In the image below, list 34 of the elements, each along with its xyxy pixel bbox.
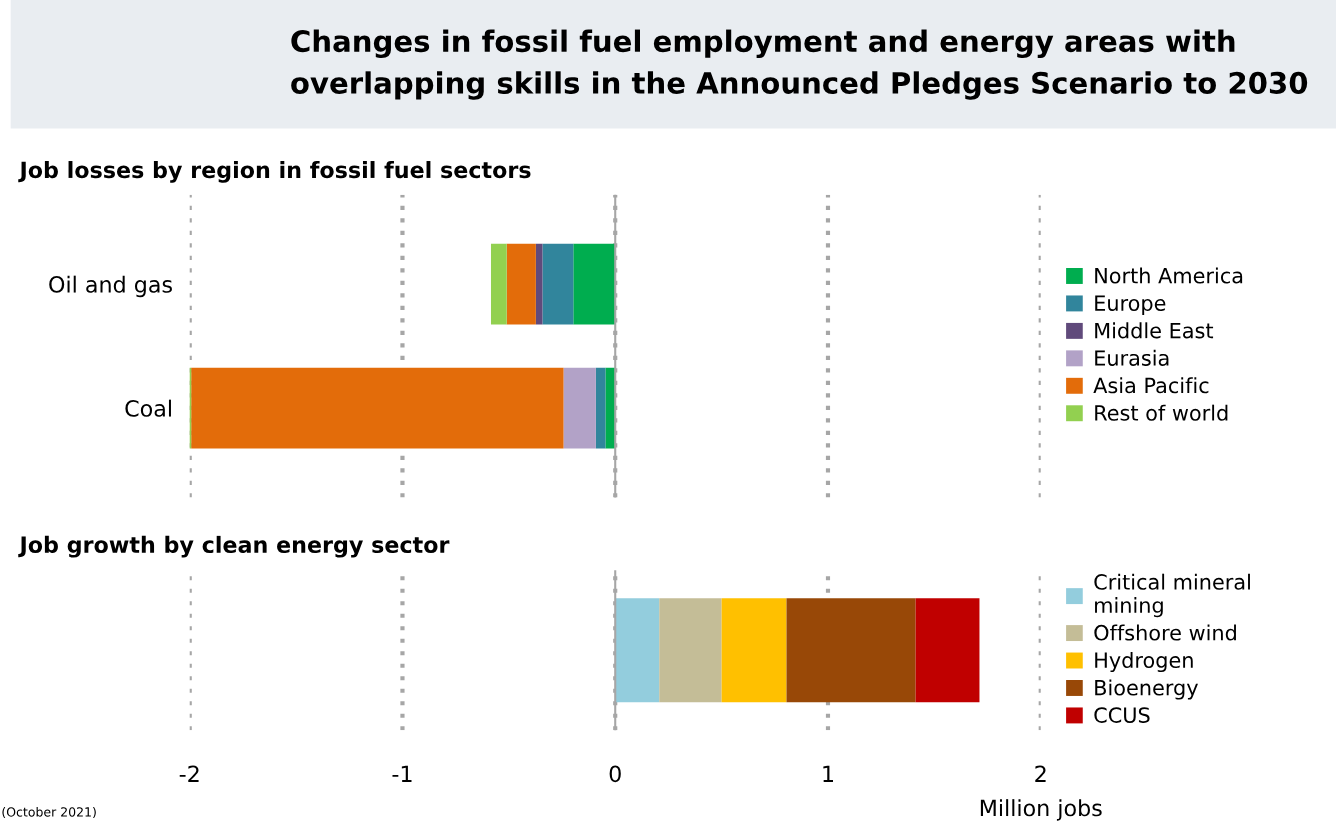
bar [563,367,596,449]
bar [659,598,722,703]
bar [506,243,536,325]
bar [573,243,616,325]
legend-label: North America [1095,267,1243,284]
legend-label: Critical mineral mining [1094,573,1250,618]
x-axis-title: Million jobs [980,799,1102,821]
legend-label: Europe [1095,295,1166,316]
x-tick-label: -1 [392,765,412,782]
bar [490,243,507,325]
text: (October 2021) [2,806,96,819]
y-tick-label: Oil and gas [49,275,172,298]
bar [595,367,606,449]
legend-label: Eurasia [1095,349,1169,366]
bar [915,598,980,703]
legend-label: Bioenergy [1095,679,1198,700]
x-tick-label: -2 [179,765,199,782]
chart-subtitle: Job losses by region in fossil fuel sectors [18,161,531,183]
legend-label: Hydrogen [1095,651,1193,673]
bar [535,243,543,325]
x-tick-label: 1 [823,765,833,782]
y-tick-label: Coal [125,399,171,417]
chart-subtitle: Job growth by clean energy sector [18,535,450,558]
legend-label: Rest of world [1095,404,1228,421]
legend-label: Asia Pacific [1093,377,1209,394]
bar [721,598,787,703]
chart-title: Changes in fossil fuel employment and energy areas with overlapping skills in the Announced Pledges Scenario to 2030 [291,29,1308,100]
bar [191,367,564,449]
x-tick-label: 2 [1035,765,1046,782]
bar [542,243,574,325]
legend-label: Offshore wind [1094,624,1236,641]
legend-label: Middle East [1095,322,1214,339]
legend-label: CCUS [1094,707,1150,723]
x-tick-label: 0 [609,765,621,783]
